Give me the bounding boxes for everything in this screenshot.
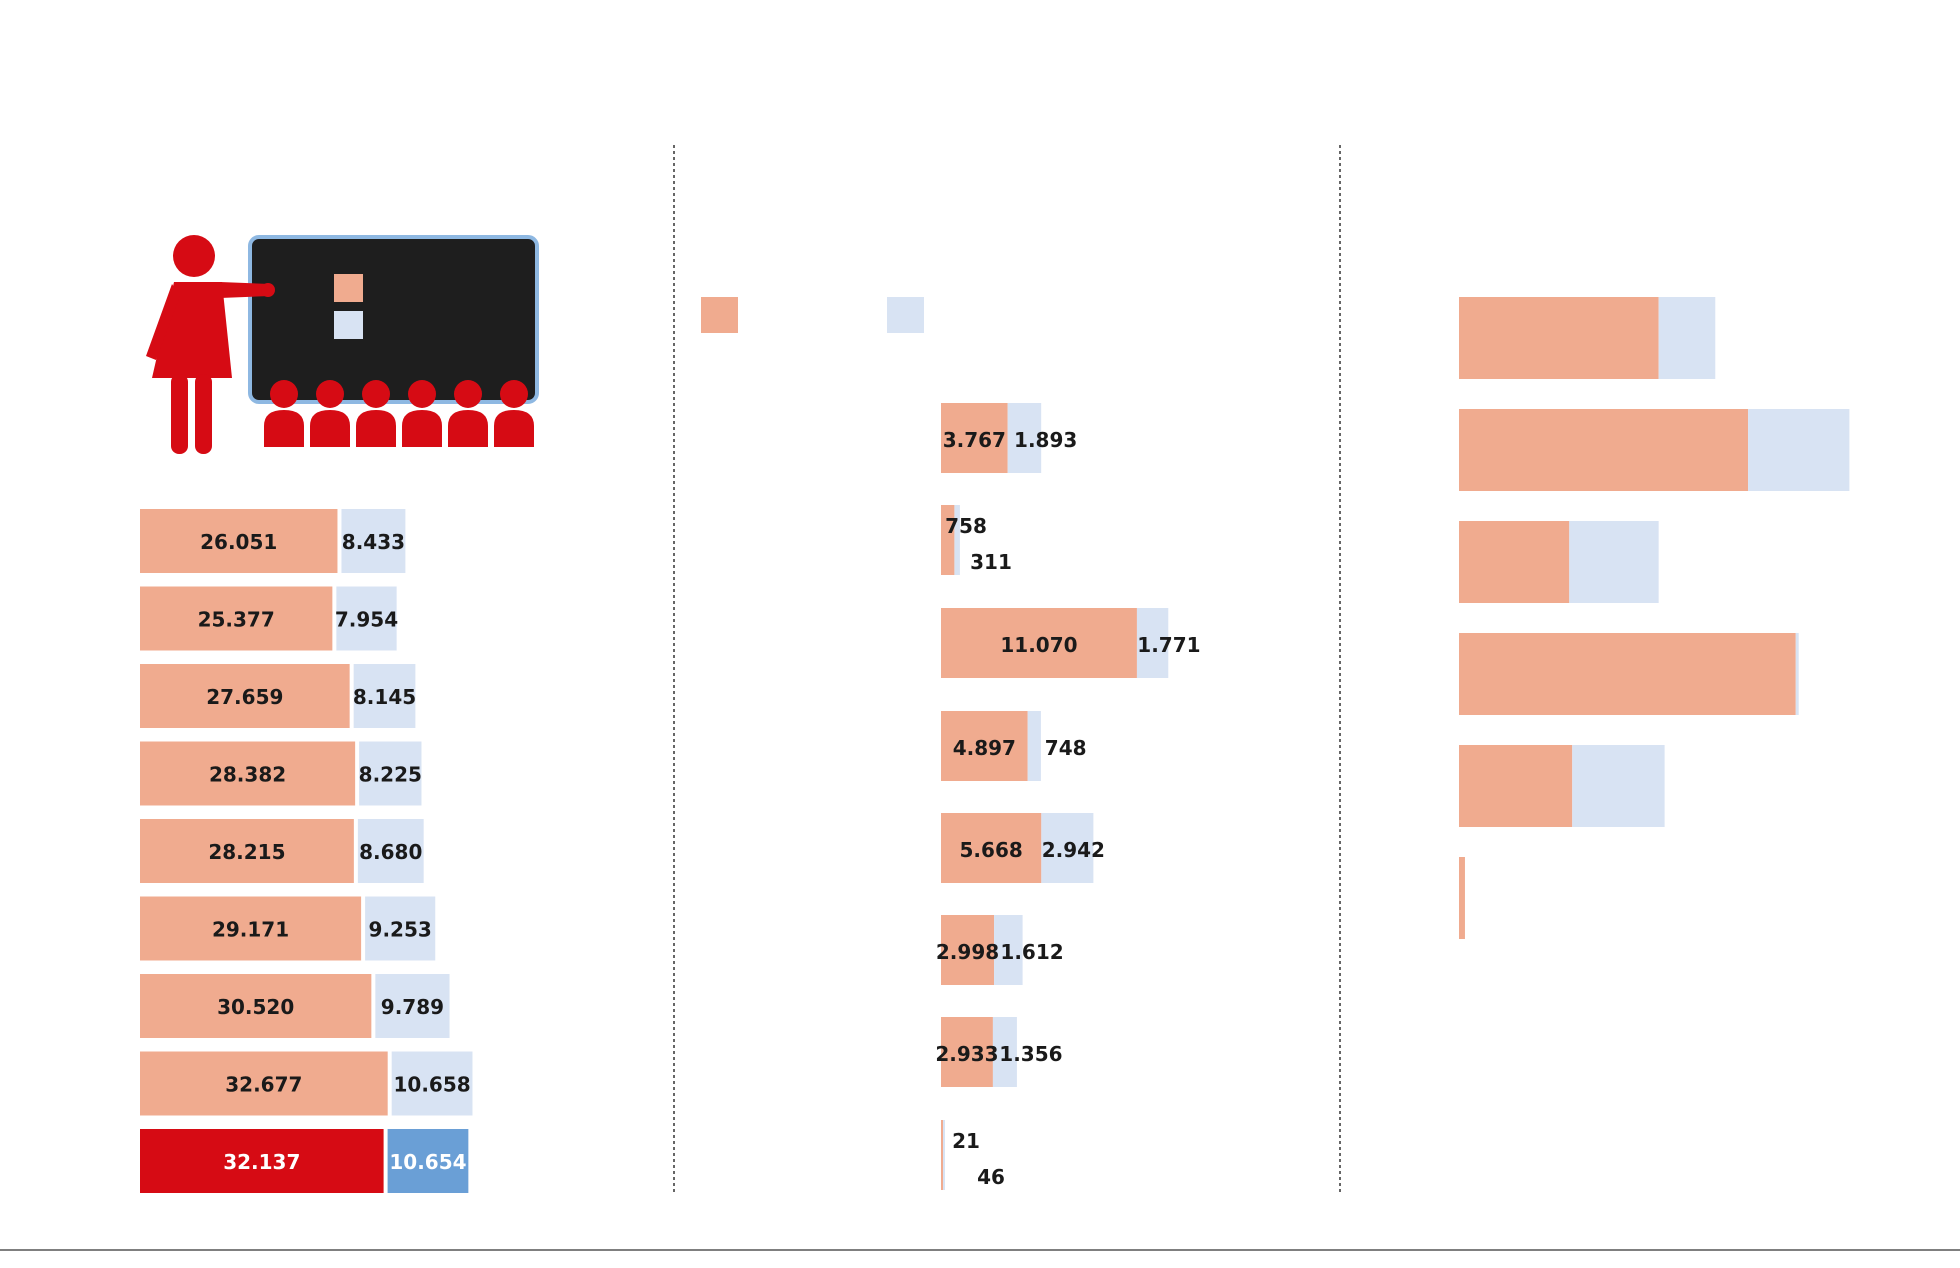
- data-label: 29.171: [212, 918, 289, 942]
- bar-segment-b: [357, 819, 424, 883]
- bar-segment-b: [992, 1017, 1017, 1087]
- bar-segment-a: [941, 915, 995, 985]
- data-label: 3.767: [943, 428, 1006, 452]
- bar-segment-a: [941, 608, 1137, 678]
- bar-segment-b: [1795, 633, 1799, 715]
- bar-segment-b: [1007, 403, 1042, 473]
- chart-2-bars: 3.767 1.893 758 311 11.070 1.771 4.897 748 5.668…: [935, 403, 1201, 1190]
- data-label: 1.612: [1000, 940, 1063, 964]
- blackboard-swatch-lightblue: [334, 311, 363, 339]
- data-label: 32.677: [225, 1073, 302, 1097]
- bar-segment-b: [387, 1129, 469, 1193]
- bar-segment-a: [941, 711, 1028, 781]
- bar-segment-b: [336, 586, 397, 651]
- data-label: 1.356: [999, 1042, 1062, 1066]
- bar-segment-a: [140, 586, 333, 651]
- bar-segment-a: [1459, 745, 1573, 827]
- bar-segment-b: [1569, 521, 1659, 603]
- data-label: 1.771: [1137, 633, 1200, 657]
- data-label: 27.659: [206, 685, 283, 709]
- data-label: 2.998: [936, 940, 999, 964]
- data-label: 11.070: [1000, 633, 1077, 657]
- data-label: 7.954: [335, 608, 398, 632]
- bar-segment-a: [140, 664, 350, 728]
- bar-segment-b: [954, 505, 960, 575]
- bar-segment-a: [140, 509, 338, 573]
- bar-segment-b: [1748, 409, 1850, 491]
- pupil-icon: [310, 380, 350, 447]
- blackboard-icon: [248, 235, 539, 404]
- data-label: 748: [1045, 736, 1087, 760]
- legend-swatch-lightblue: [887, 297, 924, 333]
- bar-segment-b: [341, 509, 406, 573]
- bar-segment-a: [140, 1129, 384, 1193]
- bar-segment-a: [1459, 409, 1749, 491]
- data-label: 8.225: [359, 763, 422, 787]
- data-label: 8.680: [359, 840, 422, 864]
- data-label: 9.789: [381, 995, 444, 1019]
- bar-segment-a: [140, 896, 362, 961]
- bar-segment-a: [140, 974, 372, 1038]
- pupil-icon: [448, 380, 488, 447]
- data-label: 46: [977, 1165, 1005, 1189]
- pupil-icon: [494, 380, 534, 447]
- bar-segment-a: [140, 819, 354, 883]
- bar-segment-a: [140, 1051, 388, 1116]
- bar-segment-b: [375, 974, 450, 1038]
- teacher-icon: [146, 235, 275, 454]
- data-label: 32.137: [223, 1150, 300, 1174]
- bar-segment-a: [1459, 633, 1796, 715]
- data-label: 758: [945, 514, 987, 538]
- pupils-group: [264, 380, 534, 447]
- data-label: 2.933: [935, 1042, 998, 1066]
- pupil-icon: [356, 380, 396, 447]
- data-label: 26.051: [200, 530, 277, 554]
- bar-segment-b: [1658, 297, 1716, 379]
- data-label: 5.668: [960, 838, 1023, 862]
- teacher-illustration: [146, 235, 539, 454]
- data-label: 10.654: [389, 1150, 466, 1174]
- data-label: 28.215: [208, 840, 285, 864]
- bar-segment-a: [1459, 857, 1465, 939]
- data-label: 30.520: [217, 995, 294, 1019]
- bar-segment-b: [353, 664, 416, 728]
- legend-swatch-salmon: [701, 297, 738, 333]
- bar-segment-a: [140, 741, 356, 806]
- bar-segment-b: [1041, 813, 1094, 883]
- bar-segment-a: [941, 813, 1042, 883]
- data-label: 9.253: [369, 918, 432, 942]
- pupil-icon: [264, 380, 304, 447]
- bar-segment-a: [1459, 521, 1570, 603]
- data-label: 28.382: [209, 763, 286, 787]
- pupil-icon: [402, 380, 442, 447]
- bar-segment-a: [941, 1017, 993, 1087]
- blackboard-swatch-salmon: [334, 274, 363, 302]
- data-label: 21: [952, 1129, 980, 1153]
- bar-segment-b: [1027, 711, 1041, 781]
- data-label: 10.658: [393, 1073, 470, 1097]
- data-label: 311: [970, 550, 1012, 574]
- data-label: 2.942: [1042, 838, 1105, 862]
- data-label: 8.433: [342, 530, 405, 554]
- data-label: 1.893: [1014, 428, 1077, 452]
- bar-segment-b: [359, 741, 422, 806]
- bar-segment-b: [365, 896, 436, 961]
- bar-segment-a: [941, 505, 955, 575]
- bar-segment-a: [941, 403, 1008, 473]
- bar-segment-a: [941, 1120, 943, 1190]
- bar-segment-b: [1572, 745, 1665, 827]
- bar-segment-b: [943, 1120, 945, 1190]
- chart-1-bars: 26.051 8.433 25.377 7.954 27.659 8.145 28.382 8…: [140, 509, 473, 1193]
- data-label: 4.897: [953, 736, 1016, 760]
- chart-3-bars: [1459, 297, 1850, 939]
- data-label: 25.377: [198, 608, 275, 632]
- bar-segment-b: [994, 915, 1023, 985]
- bar-segment-b: [1136, 608, 1169, 678]
- bar-segment-b: [391, 1051, 473, 1116]
- data-label: 8.145: [353, 685, 416, 709]
- bar-segment-a: [1459, 297, 1659, 379]
